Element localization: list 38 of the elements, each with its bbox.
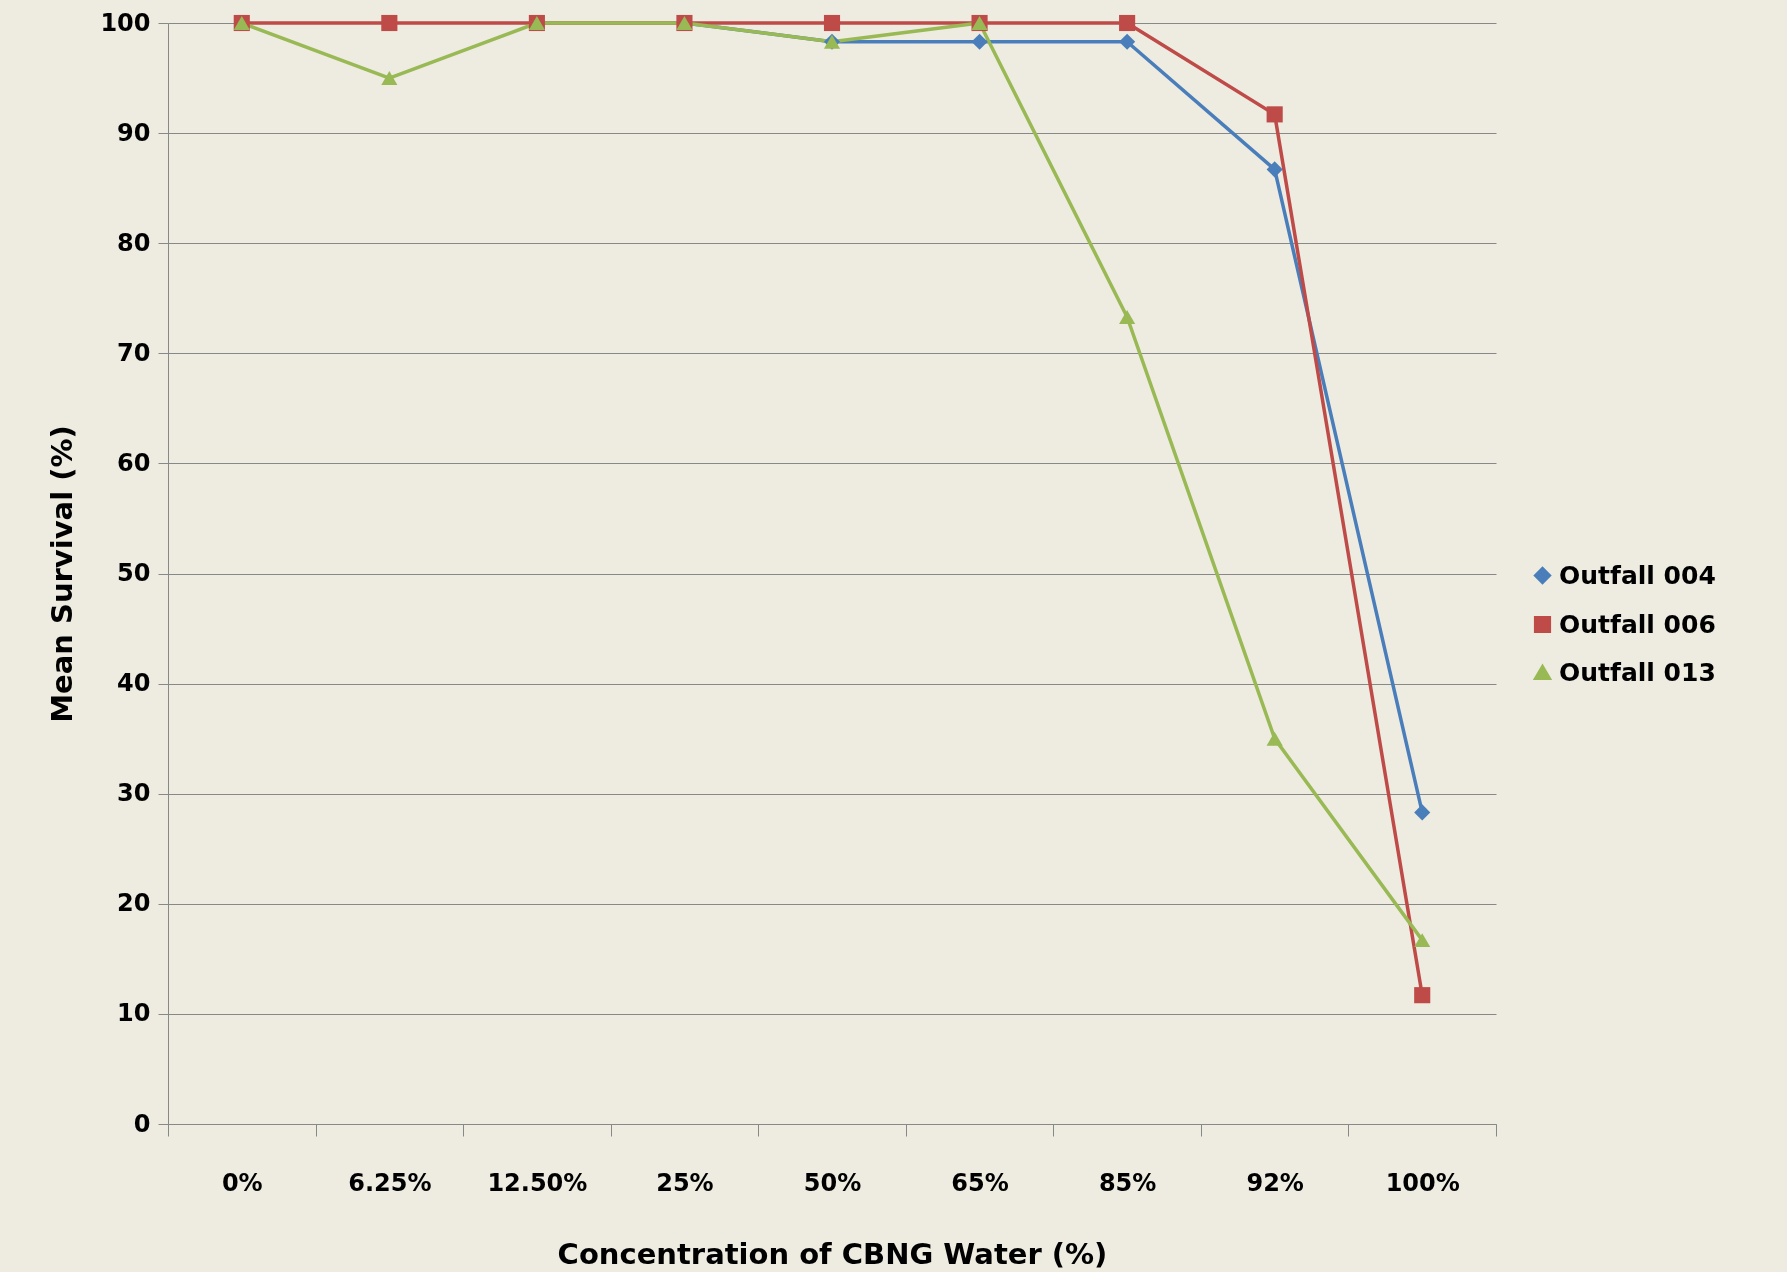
point [381,14,398,32]
y-tick-label: 80 [117,228,151,257]
x-tick-label: 12.50% [487,1168,588,1197]
point [1119,14,1136,32]
y-tick-label: 0 [133,1109,151,1138]
legend-label: Outfall 006 [1559,609,1716,639]
point [1119,309,1136,324]
x-tick-label: 65% [951,1168,1009,1197]
x-tick-label: 6.25% [348,1168,432,1197]
y-axis-title: Mean Survival (%) [45,425,80,723]
point [971,33,988,50]
point [1414,987,1431,1004]
y-tick-label: 60 [117,448,151,477]
y-tick-label: 70 [117,338,151,367]
x-tick-label: 85% [1098,1168,1157,1197]
point [1266,161,1283,178]
y-tick-label: 20 [117,889,151,918]
x-tick-label: 92% [1246,1168,1304,1197]
y-tick-label: 30 [117,779,151,808]
x-tick-label: 25% [656,1168,714,1197]
legend-label: Outfall 004 [1559,560,1716,590]
point [1266,731,1283,746]
y-tick-label: 10 [117,999,151,1028]
x-tick-label: 0% [221,1168,263,1197]
point [1414,804,1431,821]
x-tick-label: 100% [1385,1168,1460,1197]
legend-label: Outfall 013 [1559,657,1716,687]
point [381,71,398,86]
point [1266,106,1283,123]
y-tick-label: 40 [117,669,151,698]
y-tick-label: 50 [117,559,151,587]
y-tick-label: 100 [100,8,151,37]
y-tick-label: 90 [117,118,151,147]
point [1414,933,1431,948]
point [1119,33,1136,50]
x-tick-label: 50% [803,1168,862,1197]
x-axis-title: Concentration of CBNG Water (%) [557,1236,1108,1271]
point [823,14,841,32]
